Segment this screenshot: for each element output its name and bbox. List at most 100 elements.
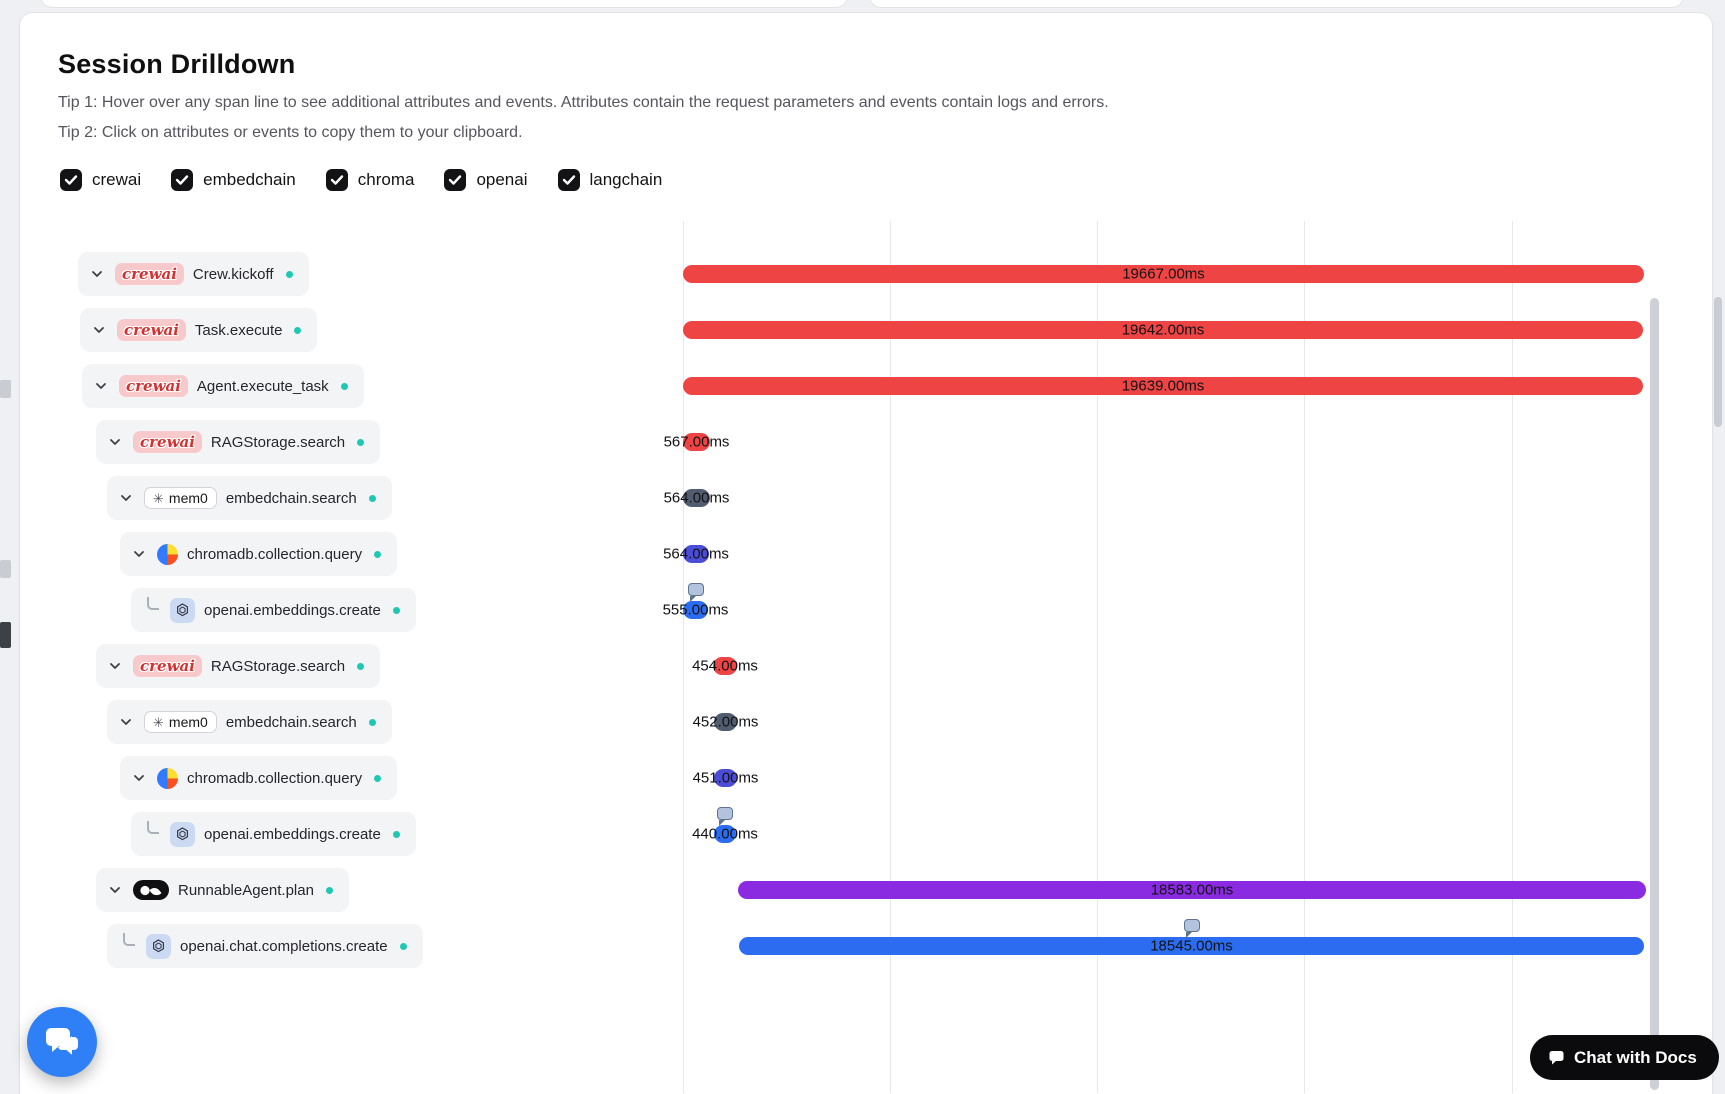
status-dot [392,606,400,614]
span-name: Agent.execute_task [196,377,329,395]
elbow-connector-icon [123,933,135,946]
chevron-down-icon[interactable] [92,377,110,395]
crewai-logo-badge: crewai [115,263,184,285]
timeline-cell: 440.00ms [683,806,1660,862]
timeline-cell: 18583.00ms [683,862,1660,918]
status-dot [357,438,365,446]
left-edge-ui-fragment [0,560,11,578]
span-duration-bar[interactable] [683,265,1644,283]
vendor-filter[interactable]: langchain [557,169,662,191]
span-row: crewai Task.execute 19642.00ms [20,302,1712,358]
filter-label: chroma [357,170,415,189]
span-label-pill[interactable]: crewai Crew.kickoff [78,252,309,296]
mem0-logo-label: mem0 [168,714,208,730]
span-label-pill[interactable]: chromadb.collection.query [120,532,398,576]
status-dot [374,550,382,558]
span-duration-bar[interactable] [714,825,736,843]
span-row: RunnableAgent.plan 18583.00ms [20,862,1712,918]
timeline-cell: 454.00ms [683,638,1660,694]
vendor-filter[interactable]: embedchain [171,169,296,191]
tip-1-text: Tip 1: Hover over any span line to see a… [58,94,1109,111]
left-edge-ui-fragment [0,380,11,398]
waterfall-scrollbar[interactable] [1650,298,1659,1090]
span-duration-bar[interactable] [683,377,1643,395]
span-label-pill[interactable]: crewai Task.execute [80,308,318,352]
crewai-logo: crewai [140,657,195,675]
events-bubble-icon[interactable] [717,807,733,826]
duration-label: 19667.00ms [1122,265,1205,283]
span-label-pill[interactable]: chromadb.collection.query [120,756,398,800]
status-dot [368,718,376,726]
span-duration-bar[interactable] [739,937,1644,955]
span-label-pill[interactable]: openai.embeddings.create [131,812,416,856]
checkbox-checked-icon[interactable] [60,169,82,191]
filter-label: embedchain [203,170,296,189]
elbow-connector-icon [147,597,159,610]
status-dot [357,662,365,670]
partial-card-above-right [869,0,1684,8]
vendor-filter[interactable]: chroma [325,169,415,191]
checkbox-checked-icon[interactable] [444,169,467,191]
span-label-pill[interactable]: crewai Agent.execute_task [82,364,364,408]
checkbox-checked-icon[interactable] [171,169,194,191]
chevron-down-icon[interactable] [117,489,135,507]
chat-widget-button[interactable] [27,1007,97,1077]
crewai-logo-badge: crewai [133,655,202,677]
events-bubble-icon[interactable] [1183,919,1200,938]
span-label-pill[interactable]: crewai RAGStorage.search [96,420,381,464]
span-row: chromadb.collection.query 451.00ms [20,750,1712,806]
chevron-down-icon[interactable] [106,433,124,451]
chevron-down-icon[interactable] [106,657,124,675]
status-dot [392,830,400,838]
span-row: crewai RAGStorage.search 567.00ms [20,414,1712,470]
span-label-pill[interactable]: ✳ mem0 embedchain.search [107,700,392,744]
chroma-logo-icon [157,767,178,789]
span-label-pill[interactable]: ✳ mem0 embedchain.search [107,476,392,520]
chat-widget-icon [46,1027,80,1058]
chevron-down-icon[interactable] [106,881,124,899]
checkbox-checked-icon[interactable] [557,169,580,191]
chat-with-docs-button[interactable]: Chat with Docs [1530,1035,1719,1080]
span-row: ✳ mem0 embedchain.search 564.00ms [20,470,1712,526]
timeline-cell: 19667.00ms [683,246,1660,302]
chevron-down-icon[interactable] [88,265,106,283]
vendor-filter[interactable]: crewai [60,169,141,191]
span-label-pill[interactable]: openai.chat.completions.create [107,924,423,968]
events-bubble-icon[interactable] [687,583,704,602]
duration-label: 454.00ms [692,657,758,675]
span-duration-bar[interactable] [683,601,708,619]
span-duration-bar[interactable] [738,881,1646,899]
span-duration-bar[interactable] [683,321,1643,339]
tip-2-text: Tip 2: Click on attributes or events to … [58,124,523,141]
chevron-down-icon[interactable] [117,713,135,731]
timeline-gridline [1097,221,1098,1093]
span-duration-bar[interactable] [713,657,737,675]
span-label-pill[interactable]: crewai RAGStorage.search [96,644,381,688]
timeline-cell: 452.00ms [683,694,1660,750]
span-duration-bar[interactable] [683,433,710,451]
span-duration-bar[interactable] [683,545,709,563]
chroma-logo-badge [157,767,178,789]
status-dot [374,774,382,782]
chevron-down-icon[interactable] [130,769,148,787]
span-row: crewai Crew.kickoff 19667.00ms [20,246,1712,302]
vendor-filter[interactable]: openai [444,169,528,191]
mem0-logo-badge: ✳ mem0 [144,711,217,733]
mem0-logo-badge: ✳ mem0 [144,487,217,509]
checkbox-checked-icon[interactable] [325,169,348,191]
timeline-cell: 555.00ms [663,582,1660,638]
span-label-pill[interactable]: openai.embeddings.create [131,588,416,632]
page-title: Session Drilldown [58,49,296,79]
span-label-pill[interactable]: RunnableAgent.plan [96,868,349,912]
page-scrollbar[interactable] [1714,297,1722,427]
duration-label: 18545.00ms [1150,937,1233,955]
span-duration-bar[interactable] [714,713,737,731]
timeline-gridline [1304,221,1305,1093]
chevron-down-icon[interactable] [130,545,148,563]
span-duration-bar[interactable] [683,489,710,507]
timeline-cell: 451.00ms [683,750,1660,806]
span-duration-bar[interactable] [714,769,737,787]
chat-with-docs-label: Chat with Docs [1574,1047,1697,1067]
waterfall-rows: crewai Crew.kickoff 19667.00ms crewai Ta… [20,246,1712,974]
chevron-down-icon[interactable] [90,321,108,339]
